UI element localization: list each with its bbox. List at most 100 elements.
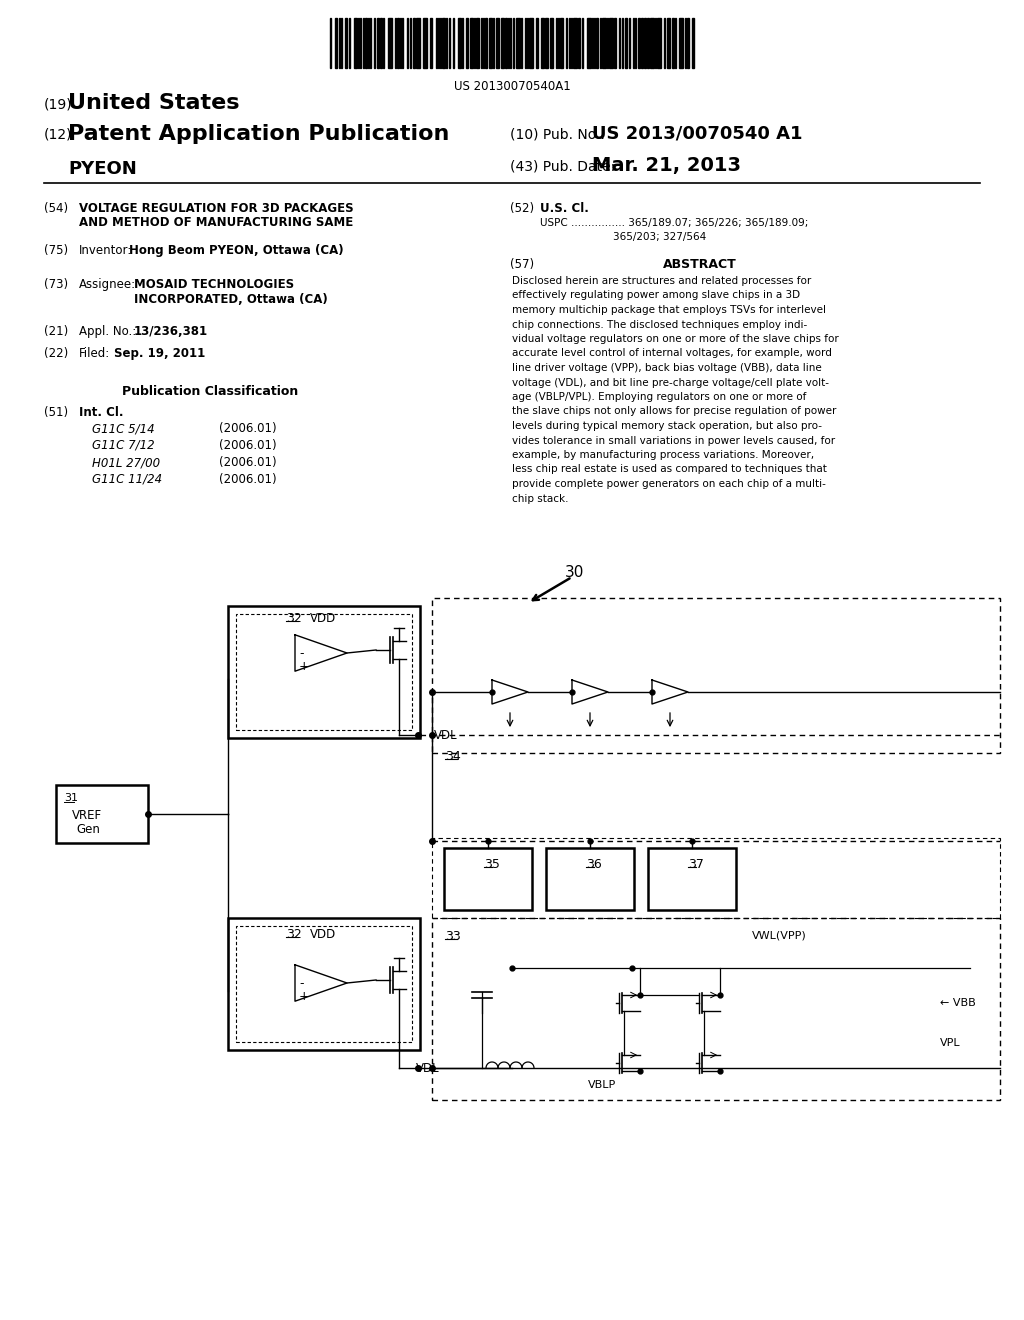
Text: the slave chips not only allows for precise regulation of power: the slave chips not only allows for prec… xyxy=(512,407,837,417)
Text: VOLTAGE REGULATION FOR 3D PACKAGES: VOLTAGE REGULATION FOR 3D PACKAGES xyxy=(79,202,353,215)
Text: VREF: VREF xyxy=(72,809,102,822)
Bar xyxy=(444,847,532,909)
Bar xyxy=(692,18,694,69)
Text: (57): (57) xyxy=(510,257,535,271)
Text: 35: 35 xyxy=(484,858,500,871)
Bar xyxy=(413,18,415,69)
Bar xyxy=(560,18,563,69)
Text: G11C 5/14: G11C 5/14 xyxy=(92,422,155,436)
Text: 33: 33 xyxy=(445,931,461,942)
Text: +: + xyxy=(299,660,309,673)
Bar xyxy=(228,917,420,1049)
Bar xyxy=(432,598,1000,752)
Text: -: - xyxy=(299,647,303,660)
Text: Int. Cl.: Int. Cl. xyxy=(79,407,124,418)
Text: accurate level control of internal voltages, for example, word: accurate level control of internal volta… xyxy=(512,348,831,359)
Bar xyxy=(578,18,580,69)
Text: less chip real estate is used as compared to techniques that: less chip real estate is used as compare… xyxy=(512,465,826,474)
Text: Publication Classification: Publication Classification xyxy=(122,385,298,399)
Text: (2006.01): (2006.01) xyxy=(219,473,276,486)
Bar xyxy=(432,838,1000,917)
Text: vides tolerance in small variations in power levels caused, for: vides tolerance in small variations in p… xyxy=(512,436,836,446)
Bar xyxy=(476,18,479,69)
Bar xyxy=(466,18,468,69)
Bar xyxy=(228,606,420,738)
Bar xyxy=(458,18,461,69)
Bar xyxy=(609,18,613,69)
Bar xyxy=(236,927,412,1041)
Text: US 2013/0070540 A1: US 2013/0070540 A1 xyxy=(592,124,803,143)
Text: USPC ................ 365/189.07; 365/226; 365/189.09;: USPC ................ 365/189.07; 365/22… xyxy=(540,218,808,228)
Bar xyxy=(650,18,654,69)
Text: effectively regulating power among slave chips in a 3D: effectively regulating power among slave… xyxy=(512,290,800,301)
Text: U.S. Cl.: U.S. Cl. xyxy=(540,202,589,215)
Text: Inventor:: Inventor: xyxy=(79,244,132,257)
Text: (73): (73) xyxy=(44,279,69,290)
Text: Disclosed herein are structures and related processes for: Disclosed herein are structures and rela… xyxy=(512,276,811,286)
Bar xyxy=(648,847,736,909)
Bar xyxy=(442,18,445,69)
Text: United States: United States xyxy=(68,92,240,114)
Bar xyxy=(432,917,1000,1100)
Text: (52): (52) xyxy=(510,202,535,215)
Text: Assignee:: Assignee: xyxy=(79,279,136,290)
Text: US 20130070540A1: US 20130070540A1 xyxy=(454,81,570,92)
Text: (12): (12) xyxy=(44,128,73,143)
Text: vidual voltage regulators on one or more of the slave chips for: vidual voltage regulators on one or more… xyxy=(512,334,839,345)
Bar xyxy=(529,18,534,69)
Bar xyxy=(56,785,148,843)
Bar xyxy=(397,18,399,69)
Text: (2006.01): (2006.01) xyxy=(219,455,276,469)
Text: (75): (75) xyxy=(44,244,69,257)
Text: H01L 27/00: H01L 27/00 xyxy=(92,455,160,469)
Text: 34: 34 xyxy=(445,750,461,763)
Text: VPL: VPL xyxy=(940,1038,961,1048)
Text: (51): (51) xyxy=(44,407,69,418)
Bar xyxy=(550,18,553,69)
Bar xyxy=(423,18,427,69)
Bar xyxy=(377,18,379,69)
Text: AND METHOD OF MANUFACTURING SAME: AND METHOD OF MANUFACTURING SAME xyxy=(79,216,353,228)
Bar xyxy=(647,18,649,69)
Bar xyxy=(687,18,689,69)
Bar xyxy=(545,18,548,69)
Text: voltage (VDL), and bit line pre-charge voltage/cell plate volt-: voltage (VDL), and bit line pre-charge v… xyxy=(512,378,829,388)
Text: Mar. 21, 2013: Mar. 21, 2013 xyxy=(592,156,741,176)
Bar xyxy=(485,18,487,69)
Bar xyxy=(430,18,432,69)
Bar xyxy=(345,18,347,69)
Text: example, by manufacturing process variations. Moreover,: example, by manufacturing process variat… xyxy=(512,450,814,459)
Bar xyxy=(614,18,616,69)
Text: VWL(VPP): VWL(VPP) xyxy=(752,931,807,940)
Text: VDL: VDL xyxy=(434,729,458,742)
Bar xyxy=(470,18,473,69)
Text: (22): (22) xyxy=(44,347,69,360)
Bar xyxy=(541,18,544,69)
Text: (54): (54) xyxy=(44,202,69,215)
Text: +: + xyxy=(299,990,309,1003)
Text: 32: 32 xyxy=(286,612,302,624)
Bar xyxy=(236,614,412,730)
Text: 32: 32 xyxy=(286,928,302,941)
Text: MOSAID TECHNOLOGIES: MOSAID TECHNOLOGIES xyxy=(134,279,294,290)
Text: Gen: Gen xyxy=(76,822,100,836)
Text: ABSTRACT: ABSTRACT xyxy=(664,257,737,271)
Text: (21): (21) xyxy=(44,325,69,338)
Bar xyxy=(354,18,357,69)
Bar xyxy=(496,18,499,69)
Text: (10) Pub. No.:: (10) Pub. No.: xyxy=(510,128,605,143)
Text: 31: 31 xyxy=(63,793,78,803)
Text: Filed:: Filed: xyxy=(79,347,111,360)
Bar xyxy=(380,18,382,69)
Text: chip stack.: chip stack. xyxy=(512,494,568,503)
Text: (43) Pub. Date:: (43) Pub. Date: xyxy=(510,160,615,174)
Bar xyxy=(416,18,420,69)
Bar xyxy=(602,18,606,69)
Bar xyxy=(587,18,591,69)
Text: 30: 30 xyxy=(565,565,585,579)
Bar xyxy=(625,18,627,69)
Bar xyxy=(546,847,634,909)
Bar xyxy=(679,18,683,69)
Text: memory multichip package that employs TSVs for interlevel: memory multichip package that employs TS… xyxy=(512,305,826,315)
Text: provide complete power generators on each chip of a multi-: provide complete power generators on eac… xyxy=(512,479,826,488)
